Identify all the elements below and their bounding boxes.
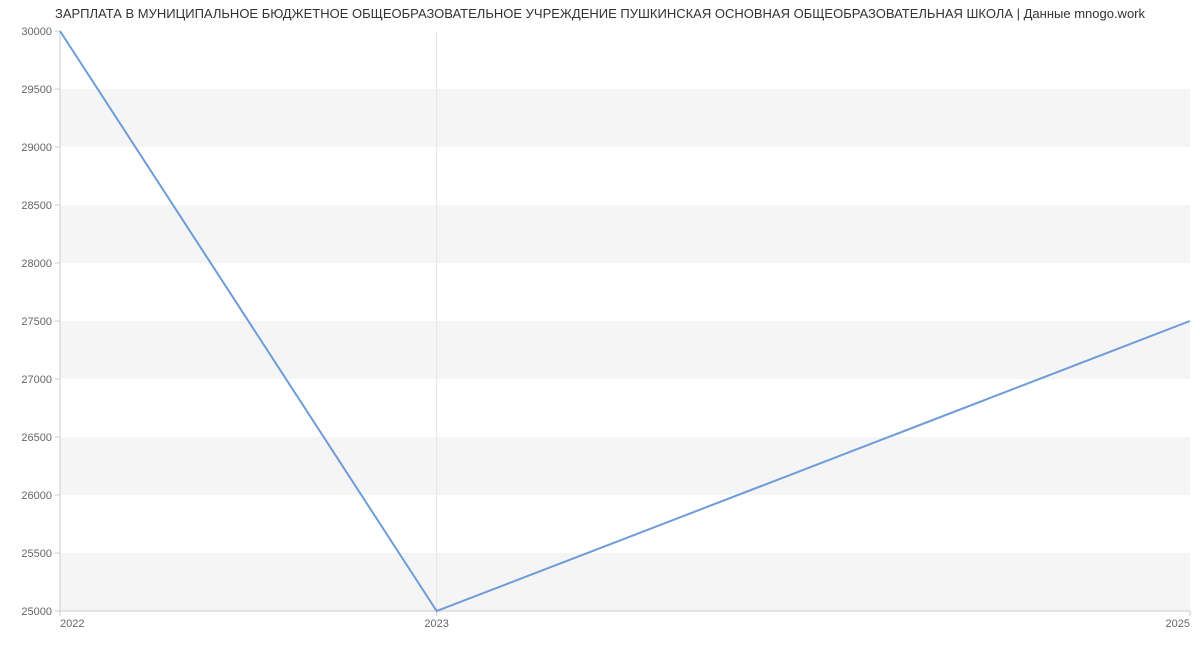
y-tick-label: 28000 xyxy=(21,258,52,270)
y-tick-label: 26000 xyxy=(21,490,52,502)
line-chart-svg: 25000 25500 26000 26500 27000 27500 28000 28500… xyxy=(0,21,1200,641)
chart-title: ЗАРПЛАТА В МУНИЦИПАЛЬНОЕ БЮДЖЕТНОЕ ОБЩЕО… xyxy=(0,0,1200,21)
y-tick-label: 27500 xyxy=(21,316,52,328)
x-tick-label: 2025 xyxy=(1166,618,1190,630)
grid-band xyxy=(60,89,1190,147)
grid-band xyxy=(60,553,1190,611)
chart-area: 25000 25500 26000 26500 27000 27500 28000 28500… xyxy=(0,21,1200,641)
x-tick-label: 2023 xyxy=(424,618,448,630)
y-tick-label: 29500 xyxy=(21,84,52,96)
grid-band xyxy=(60,437,1190,495)
y-tick-label: 29000 xyxy=(21,142,52,154)
y-tick-label: 28500 xyxy=(21,200,52,212)
y-tick-label: 25500 xyxy=(21,548,52,560)
y-tick-label: 27000 xyxy=(21,374,52,386)
grid-band xyxy=(60,205,1190,263)
y-tick-label: 26500 xyxy=(21,432,52,444)
y-tick-label: 30000 xyxy=(21,26,52,38)
grid-band xyxy=(60,321,1190,379)
y-tick-label: 25000 xyxy=(21,606,52,618)
x-tick-label: 2022 xyxy=(60,618,84,630)
